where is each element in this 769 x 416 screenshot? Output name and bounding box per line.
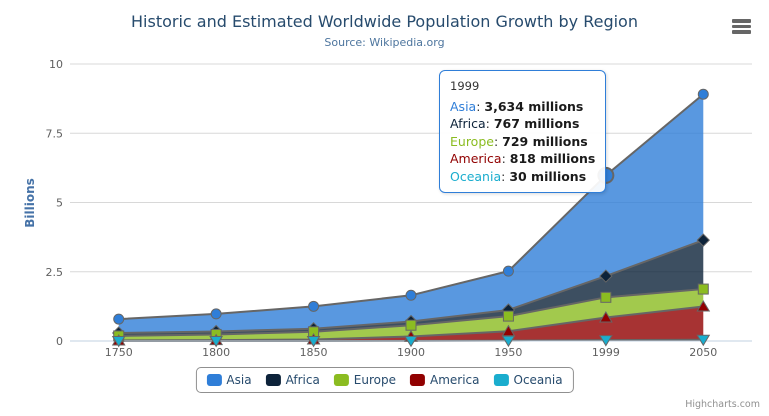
marker-america-2050[interactable] <box>696 299 711 312</box>
marker-asia-1950[interactable] <box>502 265 514 277</box>
legend-label: Europe <box>353 373 397 387</box>
marker-europe-1900[interactable] <box>405 319 417 331</box>
hamburger-icon[interactable] <box>732 19 751 34</box>
area-series-group <box>118 94 704 341</box>
x-axis-tick-label: 1999 <box>592 346 620 359</box>
marker-oceania-1950[interactable] <box>501 335 516 348</box>
chart-title: Historic and Estimated Worldwide Populat… <box>131 12 638 31</box>
legend-item-europe[interactable]: Europe <box>333 373 397 387</box>
marker-oceania-1850[interactable] <box>306 335 321 348</box>
x-axis-tick-label: 1850 <box>300 346 328 359</box>
marker-asia-1800[interactable] <box>210 308 222 320</box>
legend-swatch <box>493 374 509 386</box>
marker-europe-2050[interactable] <box>697 283 709 295</box>
legend: Asia Africa Europe America Oceania <box>195 367 574 393</box>
hamburger-bar <box>732 19 751 23</box>
chart-subtitle: Source: Wikipedia.org <box>324 36 445 49</box>
y-axis-tick-label: 2.5 <box>46 266 64 279</box>
legend-label: Africa <box>285 373 320 387</box>
marker-oceania-2050[interactable] <box>696 334 711 347</box>
marker-asia-1900[interactable] <box>405 289 417 301</box>
area-series-america[interactable] <box>118 306 704 341</box>
legend-item-oceania[interactable]: Oceania <box>493 373 563 387</box>
y-axis-tick-label: 7.5 <box>46 127 64 140</box>
y-axis-labels: 0 2.5 5 7.5 10 <box>46 58 64 348</box>
x-axis-tick-label: 1800 <box>202 346 230 359</box>
marker-asia-1750[interactable] <box>113 313 125 325</box>
area-series-africa[interactable] <box>118 240 704 336</box>
legend-swatch <box>410 374 426 386</box>
marker-america-1999[interactable] <box>598 311 613 323</box>
legend-item-africa[interactable]: Africa <box>265 373 320 387</box>
highcharts-credits-link[interactable]: Highcharts.com <box>685 399 760 410</box>
x-axis-tick-label: 1950 <box>494 346 522 359</box>
legend-item-asia[interactable]: Asia <box>206 373 252 387</box>
legend-swatch <box>265 374 281 386</box>
marker-europe-1950[interactable] <box>502 310 514 322</box>
legend-swatch <box>333 374 349 386</box>
y-axis-tick-label: 5 <box>56 197 63 210</box>
legend-label: Asia <box>226 373 252 387</box>
marker-africa-2050[interactable] <box>696 233 710 247</box>
x-axis-tick-label: 2050 <box>689 346 717 359</box>
area-series-asia[interactable] <box>118 94 704 333</box>
legend-swatch <box>206 374 222 386</box>
marker-oceania-1800[interactable] <box>209 335 224 348</box>
hamburger-bar <box>732 24 751 29</box>
legend-label: America <box>430 373 480 387</box>
x-axis-tick-label: 1750 <box>105 346 133 359</box>
x-axis-labels: 1750 1800 1850 1900 1950 1999 2050 <box>105 346 718 359</box>
marker-asia-1999[interactable] <box>597 166 615 184</box>
marker-europe-1999[interactable] <box>600 291 612 303</box>
y-axis-tick-label: 0 <box>56 335 63 348</box>
marker-asia-1850[interactable] <box>308 300 320 312</box>
marker-asia-2050[interactable] <box>697 88 709 100</box>
marker-oceania-1900[interactable] <box>404 335 418 348</box>
legend-item-america[interactable]: America <box>410 373 480 387</box>
marker-oceania-1750[interactable] <box>111 335 126 348</box>
y-axis-tick-label: 10 <box>49 58 63 71</box>
legend-label: Oceania <box>513 373 563 387</box>
hamburger-bar <box>732 30 751 34</box>
x-axis-tick-label: 1900 <box>397 346 425 359</box>
marker-africa-1999[interactable] <box>599 269 613 283</box>
marker-oceania-1999[interactable] <box>598 335 613 347</box>
